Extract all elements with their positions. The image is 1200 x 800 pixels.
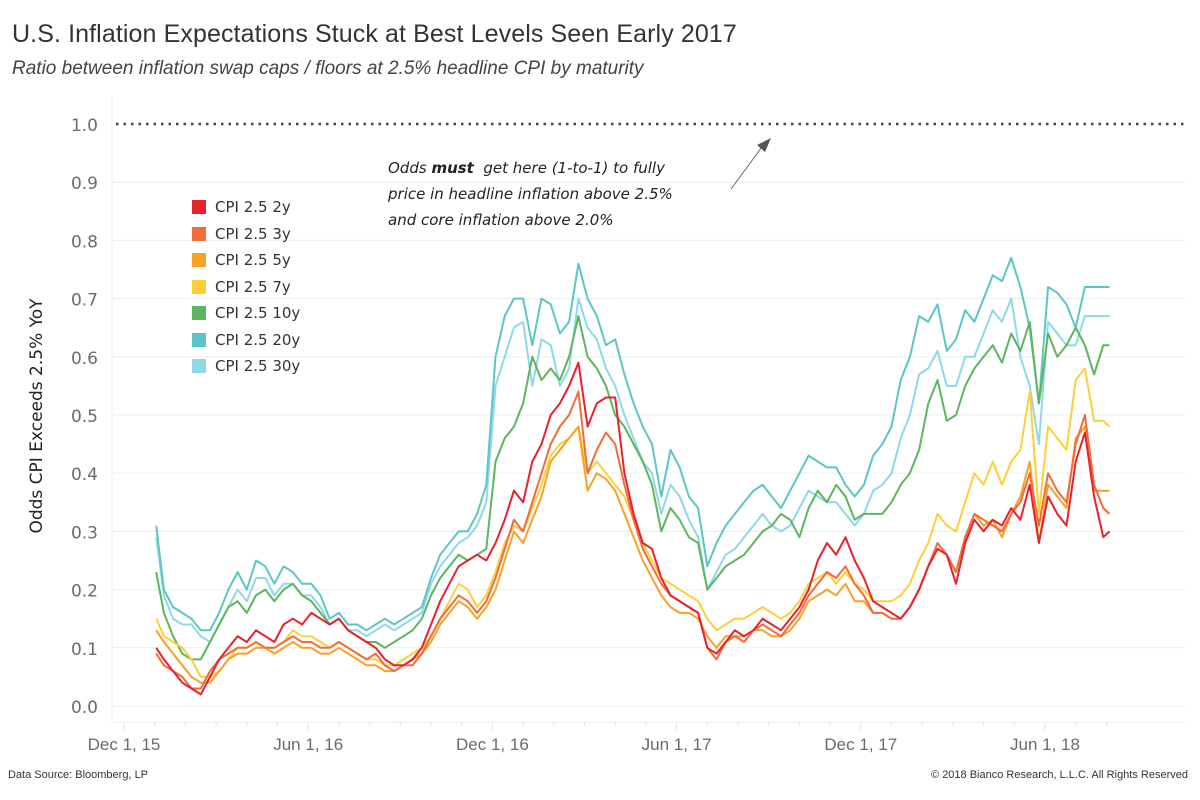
y-tick-label: 0.7 — [71, 291, 98, 311]
y-tick-label: 0.8 — [71, 232, 98, 252]
legend-swatch — [192, 279, 206, 294]
y-tick-label: 0.4 — [71, 465, 98, 485]
legend-item: CPI 2.5 2y — [192, 194, 300, 221]
legend-swatch — [192, 332, 206, 347]
series-lines — [155, 256, 1111, 696]
x-tick-label: Dec 1, 16 — [456, 735, 529, 754]
y-axis-label: Odds CPI Exceeds 2.5% YoY — [27, 298, 47, 534]
legend-label: CPI 2.5 20y — [215, 330, 301, 349]
x-tick-label: Jun 1, 17 — [642, 735, 712, 754]
legend-item: CPI 2.5 5y — [192, 247, 300, 274]
legend-item: CPI 2.5 3y — [192, 221, 300, 248]
legend-swatch — [192, 253, 206, 268]
y-tick-label: 0.6 — [71, 349, 98, 369]
y-tick-label: 0.5 — [71, 407, 98, 427]
x-tick-label: Dec 1, 15 — [88, 735, 161, 754]
legend-swatch — [192, 306, 206, 321]
legend-swatch — [192, 359, 206, 374]
series-line-cpi-2-5-5y — [155, 425, 1110, 684]
series-line-cpi-2-5-3y — [155, 390, 1111, 690]
y-tick-label: 0.3 — [71, 523, 98, 543]
legend-label: CPI 2.5 2y — [215, 198, 291, 217]
gridlines — [111, 95, 1185, 723]
legend-swatch — [192, 200, 206, 215]
legend-label: CPI 2.5 7y — [215, 277, 291, 296]
legend-label: CPI 2.5 10y — [215, 304, 301, 323]
annotation-line2: price in headline inflation above 2.5% — [388, 185, 673, 203]
annotation-line1-post: get here (1-to-1) to fully — [473, 159, 665, 177]
y-axis-ticks: 0.0 0.1 0.2 0.3 0.4 0.5 0.6 0.7 0.8 0.9 1.0 — [71, 116, 98, 718]
arrowhead-icon — [757, 138, 771, 152]
x-tick-label: Dec 1, 17 — [824, 735, 897, 754]
legend-label: CPI 2.5 30y — [215, 357, 301, 376]
y-tick-label: 0.2 — [71, 582, 98, 602]
annotation-bold-word: must — [431, 159, 474, 177]
data-source: Data Source: Bloomberg, LP — [8, 769, 149, 781]
copyright: © 2018 Bianco Research, L.L.C. All Right… — [931, 769, 1188, 781]
chart-title: U.S. Inflation Expectations Stuck at Bes… — [12, 20, 737, 48]
legend-item: CPI 2.5 10y — [192, 300, 300, 327]
legend-swatch — [192, 226, 206, 241]
y-tick-label: 0.0 — [71, 698, 98, 718]
annotation-line1-pre: Odds — [388, 159, 432, 177]
x-tick-label: Jun 1, 16 — [273, 735, 343, 754]
x-axis-ticks: Dec 1, 15 Jun 1, 16 Dec 1, 16 Jun 1, 17 Dec … — [88, 722, 1107, 754]
x-tick-label: Jun 1, 18 — [1010, 735, 1080, 754]
series-line-cpi-2-5-20y — [155, 256, 1110, 632]
y-tick-label: 0.1 — [71, 640, 98, 660]
legend-item: CPI 2.5 7y — [192, 274, 300, 301]
y-tick-label: 0.9 — [71, 174, 98, 194]
series-line-cpi-2-5-30y — [155, 297, 1110, 643]
series-line-cpi-2-5-2y — [155, 361, 1111, 696]
annotation-line3: and core inflation above 2.0% — [388, 211, 614, 229]
legend-item: CPI 2.5 20y — [192, 327, 300, 354]
annotation-arrow — [730, 138, 771, 190]
legend-label: CPI 2.5 5y — [215, 251, 291, 270]
legend-item: CPI 2.5 30y — [192, 353, 300, 380]
series-line-cpi-2-5-10y — [155, 315, 1110, 661]
y-tick-label: 1.0 — [71, 116, 98, 136]
annotation-text: Odds must get here (1-to-1) to fully pri… — [388, 155, 673, 233]
chart-subtitle: Ratio between inflation swap caps / floo… — [12, 58, 644, 79]
legend: CPI 2.5 2y CPI 2.5 3y CPI 2.5 5y CPI 2.5 7y… — [192, 194, 300, 380]
legend-label: CPI 2.5 3y — [215, 224, 291, 243]
